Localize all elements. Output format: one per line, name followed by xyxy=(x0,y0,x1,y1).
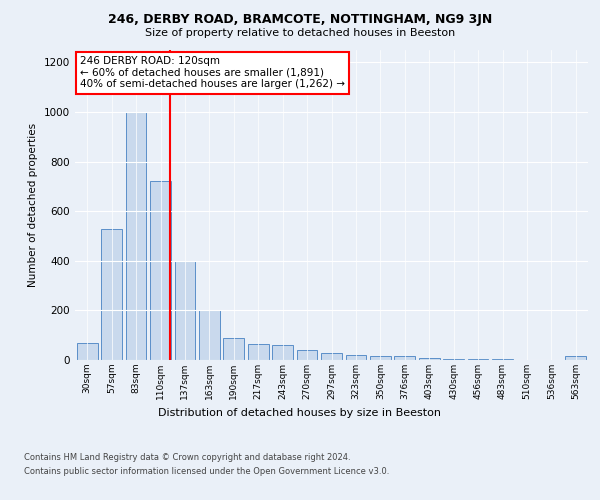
Bar xyxy=(296,350,317,360)
Bar xyxy=(101,228,122,360)
Text: 246 DERBY ROAD: 120sqm
← 60% of detached houses are smaller (1,891)
40% of semi-: 246 DERBY ROAD: 120sqm ← 60% of detached… xyxy=(80,56,345,90)
Text: Distribution of detached houses by size in Beeston: Distribution of detached houses by size … xyxy=(158,408,442,418)
Bar xyxy=(467,359,488,360)
Bar xyxy=(394,356,415,360)
Text: Size of property relative to detached houses in Beeston: Size of property relative to detached ho… xyxy=(145,28,455,38)
Bar xyxy=(321,352,342,360)
Bar xyxy=(199,310,220,360)
Bar xyxy=(272,345,293,360)
Bar xyxy=(223,338,244,360)
Bar xyxy=(175,261,196,360)
Bar xyxy=(150,182,171,360)
Y-axis label: Number of detached properties: Number of detached properties xyxy=(28,123,38,287)
Bar xyxy=(346,355,367,360)
Text: Contains HM Land Registry data © Crown copyright and database right 2024.: Contains HM Land Registry data © Crown c… xyxy=(24,454,350,462)
Bar xyxy=(443,359,464,360)
Bar xyxy=(419,358,440,360)
Bar xyxy=(125,112,146,360)
Text: 246, DERBY ROAD, BRAMCOTE, NOTTINGHAM, NG9 3JN: 246, DERBY ROAD, BRAMCOTE, NOTTINGHAM, N… xyxy=(108,12,492,26)
Bar xyxy=(370,356,391,360)
Bar xyxy=(565,356,586,360)
Bar xyxy=(492,359,513,360)
Bar xyxy=(77,342,98,360)
Text: Contains public sector information licensed under the Open Government Licence v3: Contains public sector information licen… xyxy=(24,467,389,476)
Bar xyxy=(248,344,269,360)
